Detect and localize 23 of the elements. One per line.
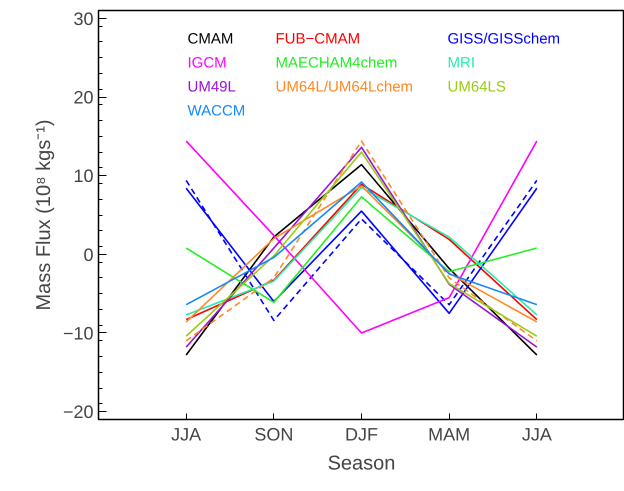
text: GISS/GISSchem [448, 30, 560, 48]
x-axis-title: Season [328, 452, 396, 474]
x-tick-label: JJA [522, 424, 552, 444]
text: UM64LS [448, 78, 506, 96]
text: UM64L/UM64Lchem [276, 78, 414, 96]
x-tick-label: SON [254, 424, 294, 444]
text: IGCM [188, 54, 227, 72]
x-tick-label: DJF [345, 424, 378, 444]
x-tick-label: MAM [428, 424, 470, 444]
text: UM49L [188, 78, 236, 96]
y-tick-label: 10 [73, 166, 94, 186]
text: MAECHAM4chem [276, 54, 398, 72]
x-tick-label: JJA [171, 424, 202, 444]
y-tick-label: 0 [83, 244, 94, 265]
y-tick-label: 20 [73, 88, 94, 108]
y-tick-label: −10 [62, 323, 94, 344]
y-axis-title: Mass Flux (10⁸ kgs⁻¹) [32, 119, 55, 311]
text: CMAM [188, 30, 234, 48]
text: MRI [448, 54, 475, 72]
text: WACCM [188, 102, 246, 120]
y-tick-label: −20 [62, 402, 94, 422]
y-tick-label: 30 [73, 8, 94, 29]
text: FUB−CMAM [276, 30, 360, 48]
